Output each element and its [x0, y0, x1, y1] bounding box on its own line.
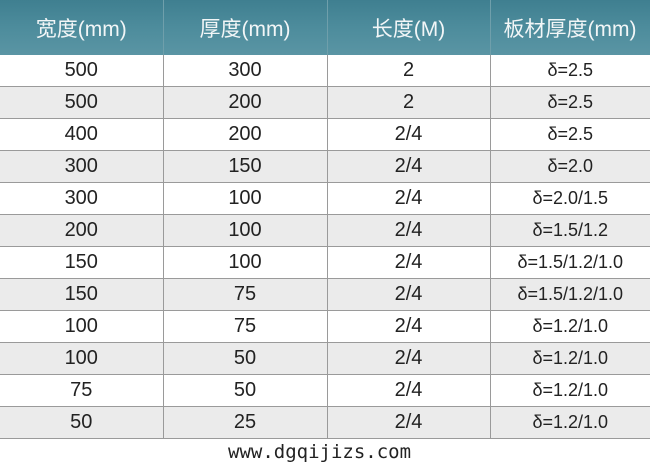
table-cell: 500: [0, 55, 164, 87]
table-row: 100 75 2/4 δ=1.2/1.0: [0, 310, 650, 343]
table-row: 75 50 2/4 δ=1.2/1.0: [0, 374, 650, 407]
table-cell: δ=2.0: [489, 150, 650, 183]
table-cell: 50: [162, 342, 328, 375]
watermark: www.dgqijizs.com: [228, 441, 412, 463]
table-cell: δ=1.2/1.0: [489, 310, 650, 343]
table-cell: 100: [0, 310, 164, 343]
table-cell: δ=1.2/1.0: [489, 342, 650, 375]
table-cell: δ=1.2/1.0: [489, 374, 650, 407]
table-cell: δ=2.5: [489, 86, 650, 119]
table-cell: δ=2.5: [489, 118, 650, 151]
table-cell: 100: [162, 214, 328, 247]
table-cell: 75: [162, 278, 328, 311]
table-cell: δ=1.5/1.2/1.0: [489, 246, 650, 279]
table-cell: 2/4: [326, 182, 491, 215]
table-cell: 2/4: [326, 310, 491, 343]
table-cell: 200: [0, 214, 164, 247]
column-header: 板材厚度(mm): [490, 0, 650, 55]
table-cell: 75: [162, 310, 328, 343]
table-cell: 100: [162, 246, 328, 279]
table-cell: 2/4: [326, 278, 491, 311]
table-cell: 50: [162, 374, 328, 407]
table-cell: δ=2.5: [489, 55, 650, 87]
table-cell: 200: [162, 86, 328, 119]
table-cell: 2/4: [326, 342, 491, 375]
table-cell: 75: [0, 374, 164, 407]
table-row: 50 25 2/4 δ=1.2/1.0: [0, 406, 650, 439]
table-row: 200 100 2/4 δ=1.5/1.2: [0, 214, 650, 247]
table-cell: 2/4: [326, 214, 491, 247]
table-row: 300 100 2/4 δ=2.0/1.5: [0, 182, 650, 215]
table-cell: δ=1.5/1.2: [489, 214, 650, 247]
table-cell: 500: [0, 86, 164, 119]
table-cell: 150: [162, 150, 328, 183]
table-cell: 300: [0, 150, 164, 183]
table-cell: 25: [162, 406, 328, 439]
table-cell: 200: [162, 118, 328, 151]
table-row: 500 300 2 δ=2.5: [0, 55, 650, 87]
spec-table: 宽度(mm) 厚度(mm) 长度(M) 板材厚度(mm) 500 300 2 δ=2.5 50…: [0, 0, 650, 439]
table-cell: 300: [0, 182, 164, 215]
table-row: 100 50 2/4 δ=1.2/1.0: [0, 342, 650, 375]
table-row: 150 75 2/4 δ=1.5/1.2/1.0: [0, 278, 650, 311]
table-row: 500 200 2 δ=2.5: [0, 86, 650, 119]
table-cell: 2: [326, 86, 491, 119]
table-cell: 2/4: [326, 374, 491, 407]
table-cell: 400: [0, 118, 164, 151]
table-cell: δ=2.0/1.5: [489, 182, 650, 215]
column-header: 宽度(mm): [0, 0, 164, 55]
table-cell: 100: [0, 342, 164, 375]
table-cell: δ=1.2/1.0: [489, 406, 650, 439]
table-cell: δ=1.5/1.2/1.0: [489, 278, 650, 311]
table-cell: 2/4: [326, 118, 491, 151]
table-cell: 100: [162, 182, 328, 215]
table-row: 300 150 2/4 δ=2.0: [0, 150, 650, 183]
table-cell: 300: [162, 55, 328, 87]
header-row: 宽度(mm) 厚度(mm) 长度(M) 板材厚度(mm): [0, 0, 650, 55]
table-row: 400 200 2/4 δ=2.5: [0, 118, 650, 151]
table-cell: 50: [0, 406, 164, 439]
table-cell: 2/4: [326, 150, 491, 183]
table-row: 150 100 2/4 δ=1.5/1.2/1.0: [0, 246, 650, 279]
table-cell: 2: [326, 55, 491, 87]
column-header: 厚度(mm): [163, 0, 328, 55]
table-cell: 2/4: [326, 406, 491, 439]
column-header: 长度(M): [327, 0, 491, 55]
table-cell: 2/4: [326, 246, 491, 279]
table-cell: 150: [0, 278, 164, 311]
table-cell: 150: [0, 246, 164, 279]
